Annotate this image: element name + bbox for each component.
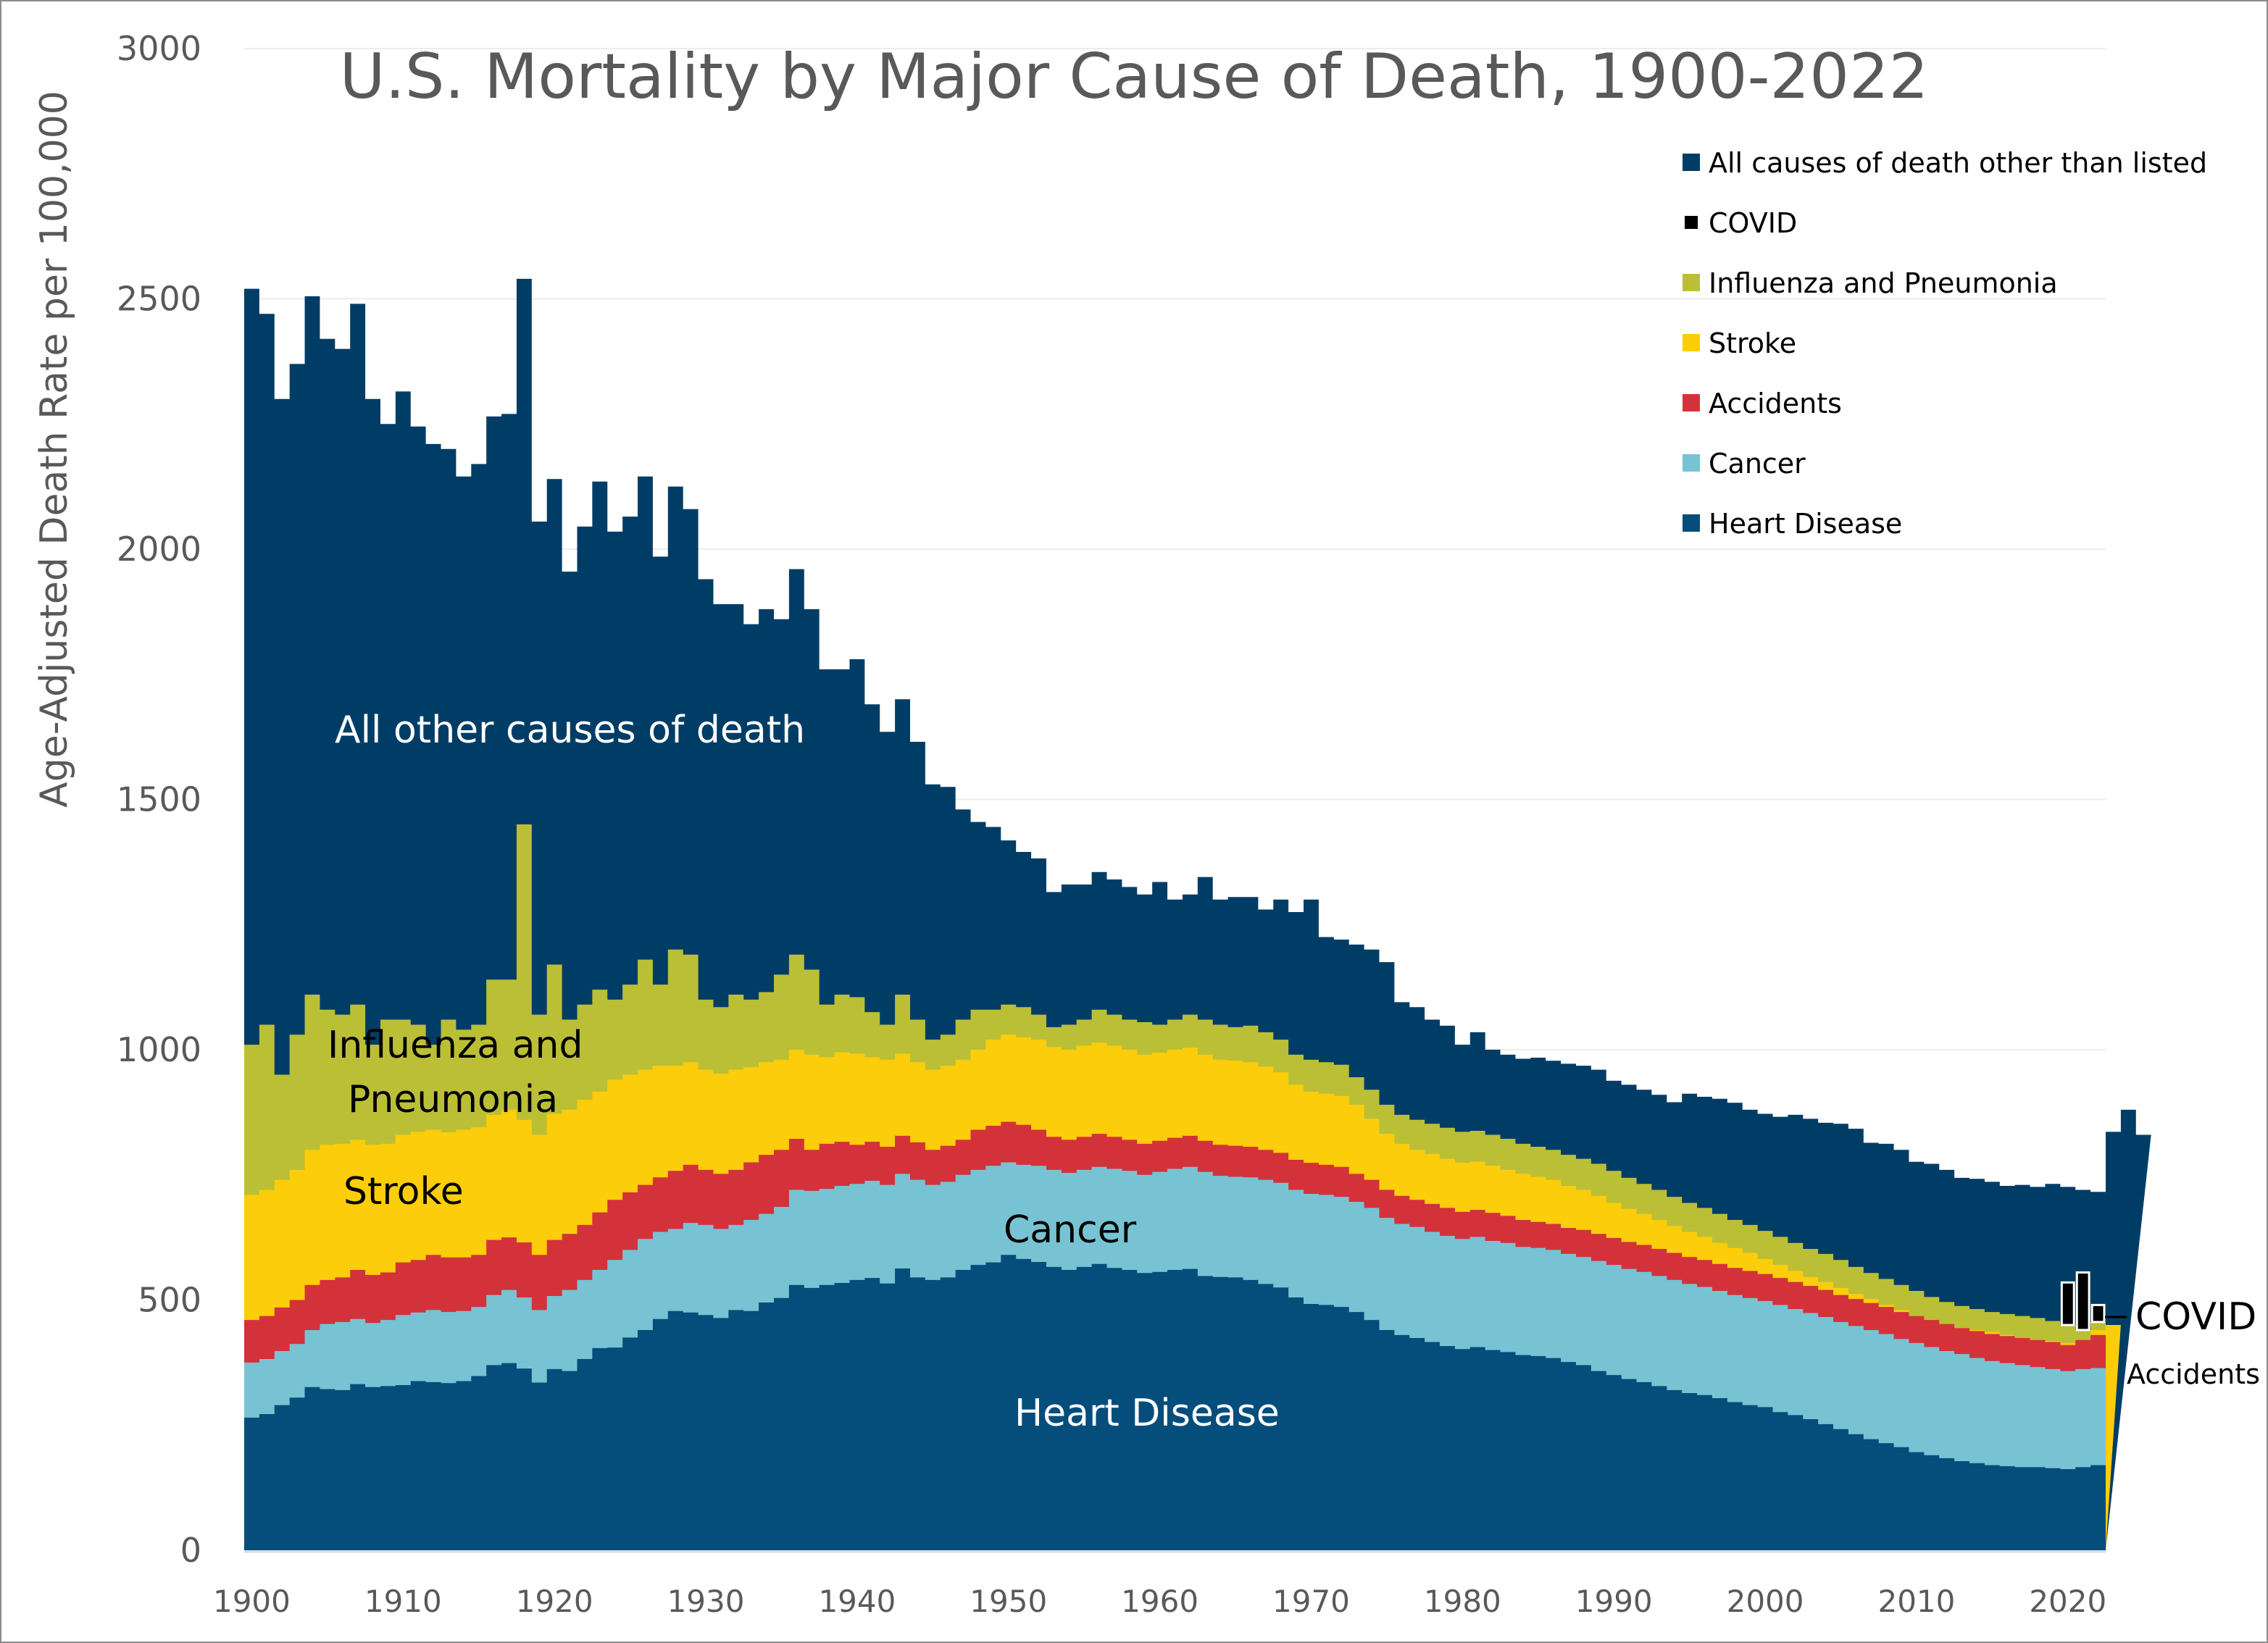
legend-swatch — [1683, 514, 1700, 532]
annotation-influenza-line1: Influenza and — [328, 1024, 583, 1067]
y-axis-ticks: 0 500 1000 1500 2000 2500 3000 — [117, 29, 201, 1570]
legend-swatch — [1683, 394, 1700, 411]
x-tick-label: 1900 — [213, 1584, 291, 1619]
legend-swatch — [1683, 154, 1700, 171]
x-tick-label: 1950 — [970, 1584, 1047, 1619]
legend-item: All causes of death other than listed — [1683, 147, 2207, 179]
x-tick-label: 1970 — [1272, 1584, 1350, 1619]
legend-item: Influenza and Pneumonia — [1683, 267, 2058, 299]
annotation-stroke: Stroke — [343, 1170, 464, 1213]
y-tick-label: 3000 — [117, 29, 201, 68]
x-tick-label: 1990 — [1575, 1584, 1653, 1619]
covid-bar-2022 — [2090, 1303, 2106, 1324]
y-tick-label: 500 — [138, 1281, 201, 1320]
legend-swatch — [1683, 274, 1700, 291]
y-tick-label: 1500 — [117, 780, 201, 819]
x-tick-label: 1930 — [667, 1584, 745, 1619]
legend-item: COVID — [1685, 207, 1797, 239]
legend-label: Cancer — [1709, 448, 1806, 480]
legend-item: Stroke — [1683, 327, 1796, 359]
annotation-covid: COVID — [2135, 1295, 2256, 1339]
x-tick-label: 2010 — [1877, 1584, 1955, 1619]
legend-label: All causes of death other than listed — [1709, 147, 2207, 179]
annotation-accidents: Accidents — [2127, 1358, 2260, 1390]
series-areas — [244, 278, 2151, 1550]
annotation-other-causes: All other causes of death — [335, 708, 805, 752]
series-area-heart-disease — [244, 1255, 2106, 1550]
covid-bar-2021 — [2075, 1271, 2090, 1331]
covid-bars — [2060, 1271, 2106, 1331]
legend-label: Stroke — [1709, 327, 1796, 359]
x-tick-label: 1980 — [1424, 1584, 1501, 1619]
legend-swatch — [1683, 454, 1700, 472]
annotation-influenza-line2: Pneumonia — [348, 1078, 558, 1121]
legend-item: Accidents — [1683, 388, 1842, 419]
covid-bar-2020 — [2060, 1281, 2075, 1326]
legend-label: COVID — [1709, 207, 1797, 239]
y-tick-label: 0 — [180, 1531, 201, 1570]
y-tick-label: 2000 — [117, 530, 201, 569]
y-tick-label: 1000 — [117, 1030, 201, 1069]
legend-label: Influenza and Pneumonia — [1709, 267, 2058, 299]
x-tick-label: 1920 — [516, 1584, 593, 1619]
annotation-heart-disease: Heart Disease — [1014, 1392, 1280, 1435]
legend-item: Cancer — [1683, 448, 1806, 480]
legend: All causes of death other than listed COV… — [1683, 147, 2207, 540]
legend-item: Heart Disease — [1683, 508, 1902, 540]
x-tick-label: 1960 — [1121, 1584, 1198, 1619]
x-tick-label: 2000 — [1727, 1584, 1804, 1619]
x-axis-ticks: 1900 1910 1920 1930 1940 1950 1960 1970 1980 1990… — [213, 1584, 2106, 1619]
y-tick-label: 2500 — [117, 280, 201, 319]
y-axis-label: Age-Adjusted Death Rate per 100,000 — [33, 91, 76, 808]
x-tick-label: 1910 — [364, 1584, 442, 1619]
legend-label: Accidents — [1709, 388, 1842, 419]
legend-label: Heart Disease — [1709, 508, 1902, 540]
annotation-cancer: Cancer — [1004, 1208, 1137, 1252]
x-tick-label: 1940 — [818, 1584, 896, 1619]
chart-title: U.S. Mortality by Major Cause of Death, … — [340, 41, 1929, 113]
legend-swatch — [1683, 334, 1700, 351]
x-tick-label: 2020 — [2029, 1584, 2106, 1619]
legend-swatch — [1685, 216, 1698, 229]
